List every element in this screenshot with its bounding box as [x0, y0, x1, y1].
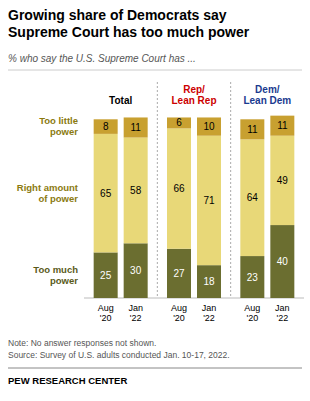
bar-segment [197, 136, 221, 265]
data-label: 11 [130, 122, 141, 133]
bar-segment [94, 252, 118, 298]
data-label: 11 [277, 120, 288, 131]
subtitle: % who say the U.S. Supreme Court has ... [8, 53, 196, 64]
footer-divider [8, 368, 302, 369]
category-label: Jan'22 [275, 303, 290, 323]
data-label: 66 [173, 183, 185, 194]
group-separator [230, 82, 231, 298]
bar-segment [240, 119, 264, 139]
segment-label: Too littlepower [39, 115, 78, 137]
bar-segment [94, 134, 118, 253]
data-label: 58 [130, 185, 142, 196]
bar-segment [167, 249, 191, 298]
title: Growing share of Democrats saySupreme Co… [8, 7, 250, 40]
bar-segment [270, 136, 294, 225]
category-label: Aug'20 [171, 303, 187, 323]
segment-label: Too muchpower [33, 264, 78, 286]
data-label: 49 [277, 175, 289, 186]
data-label: 65 [100, 188, 112, 199]
chart: Growing share of Democrats saySupreme Co… [0, 0, 310, 401]
footer: PEW RESEARCH CENTER [8, 375, 127, 386]
source: Source: Survey of U.S. adults conducted … [8, 350, 230, 360]
bar-segment [124, 243, 148, 298]
divider [8, 70, 302, 71]
data-label: 10 [203, 121, 215, 132]
bar-segment [124, 138, 148, 244]
data-label: 11 [247, 124, 258, 135]
group-separator [157, 82, 158, 298]
category-label: Jan'22 [128, 303, 143, 323]
data-label: 64 [247, 192, 259, 203]
data-label: 25 [100, 270, 112, 281]
note: Note: No answer responses not shown. [8, 338, 156, 348]
group-header: Total [109, 95, 132, 106]
bar-segment [240, 256, 264, 298]
bar-segment [167, 117, 191, 128]
data-label: 23 [247, 272, 259, 283]
bar-segment [240, 139, 264, 256]
category-label: Jan'22 [202, 303, 217, 323]
data-label: 18 [203, 276, 215, 287]
data-labels: 2565830581127666187110236411404911 [100, 117, 288, 287]
group-header: Dem/Lean Dem [243, 84, 291, 106]
segment-label: Right amountof power [17, 182, 79, 204]
bar-segment [197, 117, 221, 135]
data-label: 27 [173, 268, 185, 279]
category-label: Aug'20 [98, 303, 114, 323]
bar-segment [270, 225, 294, 298]
data-label: 8 [103, 121, 109, 132]
category-label: Aug'20 [244, 303, 260, 323]
bar-segment [94, 119, 118, 134]
bar-segment [270, 116, 294, 136]
bar-segment [167, 128, 191, 248]
data-label: 6 [176, 117, 182, 128]
bars [94, 116, 295, 298]
bar-segment [124, 117, 148, 137]
group-header: Rep/Lean Rep [171, 84, 216, 106]
data-label: 40 [277, 256, 289, 267]
data-label: 30 [130, 265, 142, 276]
bar-segment [197, 265, 221, 298]
data-label: 71 [203, 195, 215, 206]
